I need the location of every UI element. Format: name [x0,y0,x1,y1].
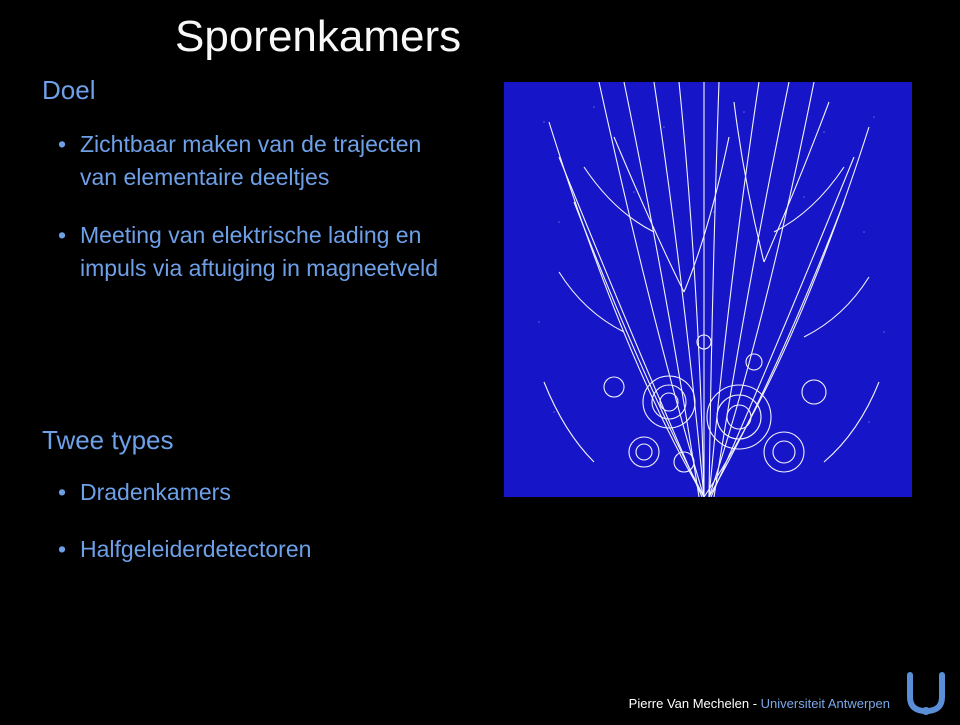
footer-credit: Pierre Van Mechelen - Universiteit Antwe… [629,696,890,711]
section-label-doel: Doel [42,75,95,106]
list-item: Halfgeleiderdetectoren [58,533,458,566]
bullet-list-types: Dradenkamers Halfgeleiderdetectoren [58,476,458,591]
list-item: Zichtbaar maken van de trajecten van ele… [58,128,458,195]
university-logo-icon [900,667,952,719]
section-label-twee: Twee types [42,425,174,456]
slide: Sporenkamers Doel Zichtbaar maken van de… [0,0,960,725]
bullet-list-doel: Zichtbaar maken van de trajecten van ele… [58,128,458,309]
slide-title: Sporenkamers [175,12,461,62]
list-item: Meeting van elektrische lading en impuls… [58,219,458,286]
footer-university: Universiteit Antwerpen [761,696,890,711]
list-item: Dradenkamers [58,476,458,509]
bubble-chamber-figure [504,82,912,497]
footer-author: Pierre Van Mechelen - [629,696,761,711]
